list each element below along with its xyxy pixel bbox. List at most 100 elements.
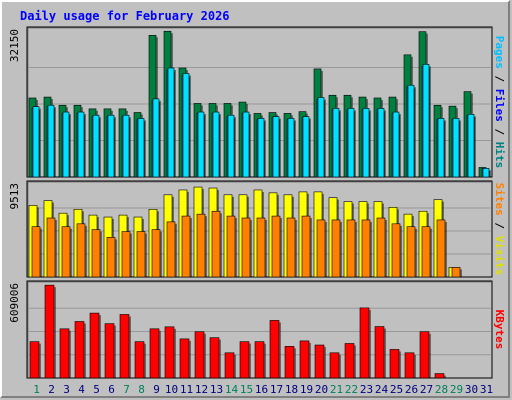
x-tick-day-7: 7 bbox=[123, 383, 130, 396]
pages-bar-day-12 bbox=[197, 111, 205, 178]
kbytes-bar-day-19-shadow bbox=[309, 342, 311, 378]
x-tick-day-8: 8 bbox=[138, 383, 145, 396]
pages-bar-day-17-shadow bbox=[279, 118, 281, 177]
kbytes-bar-day-16 bbox=[254, 341, 265, 379]
kbytes-bar-day-11-shadow bbox=[189, 340, 191, 378]
x-tick-day-13: 13 bbox=[210, 383, 223, 396]
kbytes-bar-day-24 bbox=[374, 326, 385, 379]
pages-bar-day-18 bbox=[287, 118, 295, 178]
x-tick-day-6: 6 bbox=[108, 383, 115, 396]
pages-bar-day-14 bbox=[227, 114, 235, 178]
sites-bar-day-6-shadow bbox=[115, 239, 117, 277]
pages-bar-day-4 bbox=[77, 111, 85, 178]
x-tick-day-16: 16 bbox=[255, 383, 268, 396]
kbytes-bar-day-25-shadow bbox=[399, 351, 401, 378]
kbytes-bar-day-18-shadow bbox=[294, 348, 296, 378]
legend-top-panel: Pages / Files / Hits bbox=[493, 36, 506, 169]
kbytes-bar-day-27 bbox=[419, 331, 430, 379]
sites-bar-day-6 bbox=[106, 237, 116, 278]
kbytes-bar-day-2-shadow bbox=[54, 287, 56, 378]
sites-bar-day-16-shadow bbox=[265, 220, 267, 277]
x-tick-day-17: 17 bbox=[270, 383, 283, 396]
kbytes-bar-day-24-shadow bbox=[384, 328, 386, 378]
pages-bar-day-27-shadow bbox=[429, 66, 431, 177]
x-tick-day-20: 20 bbox=[315, 383, 328, 396]
sites-bar-day-23 bbox=[361, 219, 371, 278]
kbytes-bar-day-10 bbox=[164, 326, 175, 379]
sites-bar-day-2-shadow bbox=[55, 220, 57, 277]
pages-bar-day-4-shadow bbox=[84, 114, 86, 177]
pages-bar-day-29 bbox=[452, 118, 460, 178]
kbytes-bar-day-4 bbox=[74, 321, 85, 379]
pages-bar-day-23-shadow bbox=[369, 110, 371, 177]
sites-bar-day-4 bbox=[76, 223, 86, 278]
pages-bar-day-19-shadow bbox=[309, 118, 311, 177]
pages-bar-day-2-shadow bbox=[54, 107, 56, 177]
pages-bar-day-31 bbox=[482, 168, 490, 178]
sites-bar-day-27 bbox=[421, 226, 431, 278]
kbytes-bar-day-6 bbox=[104, 323, 115, 379]
sites-bar-day-3 bbox=[61, 226, 71, 278]
kbytes-bar-day-13-shadow bbox=[219, 339, 221, 378]
pages-bar-day-28 bbox=[437, 118, 445, 178]
sites-bar-day-18 bbox=[286, 217, 296, 278]
kbytes-bar-day-14 bbox=[224, 352, 235, 379]
kbytes-bar-day-6-shadow bbox=[114, 325, 116, 378]
legend-separator: / bbox=[493, 216, 506, 236]
pages-bar-day-12-shadow bbox=[204, 114, 206, 177]
pages-bar-day-26-shadow bbox=[414, 87, 416, 177]
legend-middle-panel: Sites / Visits bbox=[493, 183, 506, 276]
sites-bar-day-25 bbox=[391, 223, 401, 278]
kbytes-bar-day-21 bbox=[329, 352, 340, 379]
pages-bar-day-20 bbox=[317, 97, 325, 178]
kbytes-bar-day-1-shadow bbox=[39, 343, 41, 378]
kbytes-bar-day-26 bbox=[404, 352, 415, 379]
x-tick-day-19: 19 bbox=[300, 383, 313, 396]
sites-bar-day-19-shadow bbox=[310, 218, 312, 277]
kbytes-bar-day-22 bbox=[344, 343, 355, 379]
kbytes-bar-day-1 bbox=[29, 341, 40, 379]
kbytes-bar-day-3 bbox=[59, 328, 70, 379]
sites-bar-day-28-shadow bbox=[445, 221, 447, 277]
pages-bar-day-25 bbox=[392, 111, 400, 178]
x-tick-day-4: 4 bbox=[78, 383, 85, 396]
kbytes-bar-day-23 bbox=[359, 307, 370, 379]
kbytes-bar-day-15 bbox=[239, 341, 250, 379]
sites-bar-day-11-shadow bbox=[190, 218, 192, 277]
pages-bar-day-27 bbox=[422, 64, 430, 178]
sites-bar-day-20 bbox=[316, 219, 326, 278]
x-tick-day-10: 10 bbox=[165, 383, 178, 396]
sites-bar-day-13-shadow bbox=[220, 213, 222, 277]
x-tick-day-24: 24 bbox=[375, 383, 389, 396]
kbytes-bar-day-8-shadow bbox=[144, 343, 146, 378]
sites-bar-day-12-shadow bbox=[205, 216, 207, 277]
kbytes-bar-day-12 bbox=[194, 331, 205, 379]
pages-bar-day-24 bbox=[377, 108, 385, 178]
legend-bottom-panel: KBytes bbox=[493, 310, 506, 350]
sites-bar-day-21-shadow bbox=[340, 221, 342, 277]
sites-bar-day-8-shadow bbox=[145, 233, 147, 277]
sites-bar-day-22-shadow bbox=[355, 221, 357, 277]
sites-bar-day-16 bbox=[256, 217, 266, 278]
x-tick-day-5: 5 bbox=[93, 383, 100, 396]
sites-bar-day-26 bbox=[406, 226, 416, 278]
kbytes-bar-day-9-shadow bbox=[159, 330, 161, 378]
pages-bar-day-15-shadow bbox=[249, 114, 251, 177]
sites-bar-day-10 bbox=[166, 221, 176, 278]
kbytes-bar-day-17 bbox=[269, 320, 280, 379]
kbytes-bar-day-28-shadow bbox=[444, 375, 446, 378]
sites-bar-day-17 bbox=[271, 215, 281, 278]
sites-bar-day-25-shadow bbox=[400, 225, 402, 277]
sites-bar-day-15-shadow bbox=[250, 220, 252, 277]
kbytes-bar-day-11 bbox=[179, 338, 190, 379]
pages-bar-day-22 bbox=[347, 108, 355, 178]
pages-bar-day-1 bbox=[32, 106, 40, 178]
ymax-label-kbytes: 609006 bbox=[8, 283, 21, 323]
legend-kbytes: KBytes bbox=[493, 310, 506, 350]
kbytes-bar-day-20 bbox=[314, 344, 325, 379]
sites-bar-day-24 bbox=[376, 217, 386, 278]
x-tick-day-28: 28 bbox=[435, 383, 448, 396]
sites-bar-day-1 bbox=[31, 226, 41, 278]
kbytes-bar-day-22-shadow bbox=[354, 345, 356, 378]
